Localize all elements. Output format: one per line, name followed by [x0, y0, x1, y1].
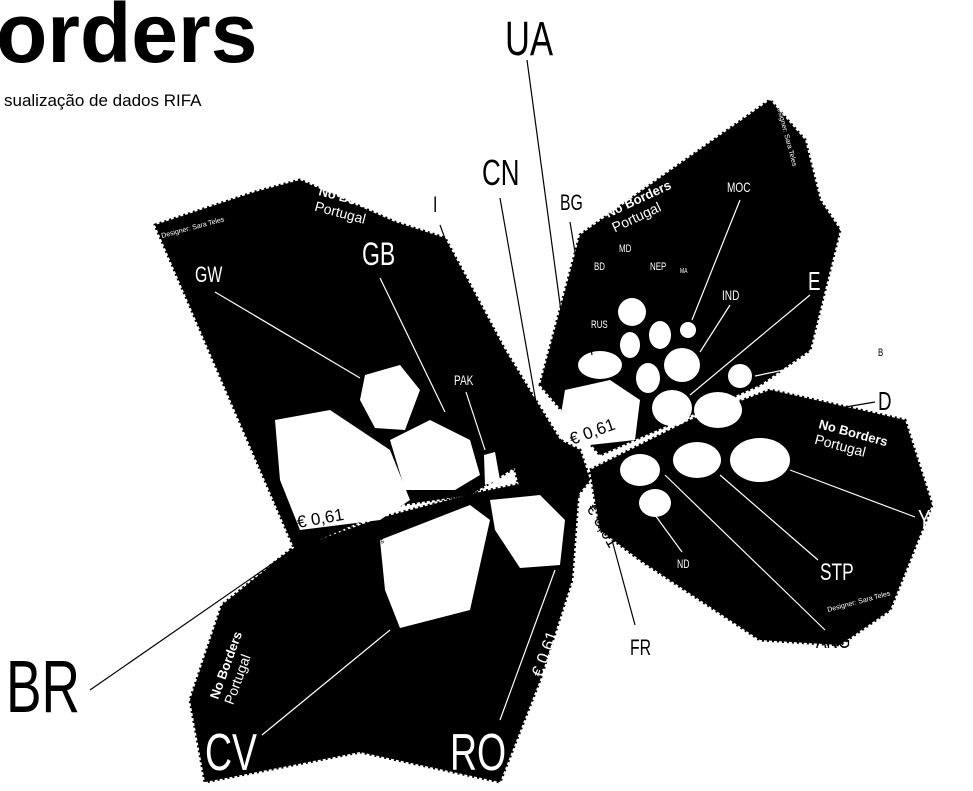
- poster: orders sualização de dados RIFA: [0, 0, 973, 791]
- blob: [620, 454, 660, 486]
- country-label: D: [878, 386, 892, 416]
- country-label: YV: [918, 504, 943, 534]
- country-label: E: [808, 266, 820, 296]
- blob: [639, 489, 671, 517]
- country-label: ANG: [816, 630, 850, 654]
- blob: [578, 351, 622, 379]
- subtitle: sualização de dados RIFA: [4, 91, 202, 110]
- country-label: STP: [820, 559, 854, 585]
- leader: [527, 60, 570, 378]
- country-label: FR: [630, 637, 651, 661]
- country-label: ND: [677, 559, 690, 572]
- blob: [620, 332, 640, 358]
- title: orders: [0, 0, 257, 80]
- blob: [673, 442, 721, 478]
- country-label: UA: [505, 11, 553, 65]
- country-label: RO: [450, 723, 506, 782]
- blob: [649, 321, 671, 349]
- country-label: CN: [482, 153, 519, 193]
- country-label: BR: [6, 645, 80, 728]
- blob: [728, 364, 752, 388]
- blob: [618, 298, 646, 326]
- blob: [664, 348, 700, 382]
- country-label: B: [878, 347, 883, 360]
- blob: [694, 392, 742, 428]
- country-label: PAK: [454, 372, 473, 388]
- country-label: RUS: [591, 319, 608, 332]
- country-label: IND: [722, 287, 740, 303]
- blob: [730, 438, 790, 482]
- blob: [652, 390, 692, 426]
- country-label: GW: [195, 264, 223, 288]
- country-label: I: [433, 194, 437, 218]
- country-label: MOC: [727, 179, 751, 195]
- country-label: BG: [560, 192, 583, 216]
- country-label: MA: [680, 267, 688, 275]
- country-label: NEP: [650, 261, 666, 274]
- country-label: CV: [205, 723, 258, 782]
- country-label: BD: [594, 261, 605, 274]
- blob: [680, 322, 696, 338]
- blob: [636, 363, 660, 393]
- country-label: MD: [619, 243, 631, 256]
- country-label: GB: [362, 236, 395, 272]
